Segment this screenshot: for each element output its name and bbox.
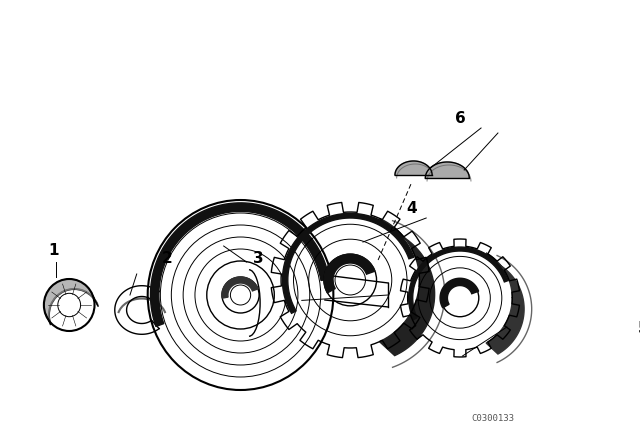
Polygon shape <box>440 278 479 308</box>
Polygon shape <box>409 247 508 319</box>
Text: 1: 1 <box>49 242 60 258</box>
Text: 6: 6 <box>454 111 465 125</box>
Polygon shape <box>426 162 469 178</box>
Text: 3: 3 <box>253 250 264 266</box>
Polygon shape <box>44 279 98 324</box>
Text: 4: 4 <box>406 201 417 215</box>
Polygon shape <box>150 203 329 327</box>
Text: 2: 2 <box>162 250 173 266</box>
Polygon shape <box>222 277 258 298</box>
Polygon shape <box>324 254 375 293</box>
Text: 5: 5 <box>638 320 640 336</box>
Polygon shape <box>486 253 524 354</box>
Polygon shape <box>282 213 414 313</box>
Polygon shape <box>395 161 432 175</box>
Polygon shape <box>380 218 435 356</box>
Text: C0300133: C0300133 <box>472 414 515 422</box>
